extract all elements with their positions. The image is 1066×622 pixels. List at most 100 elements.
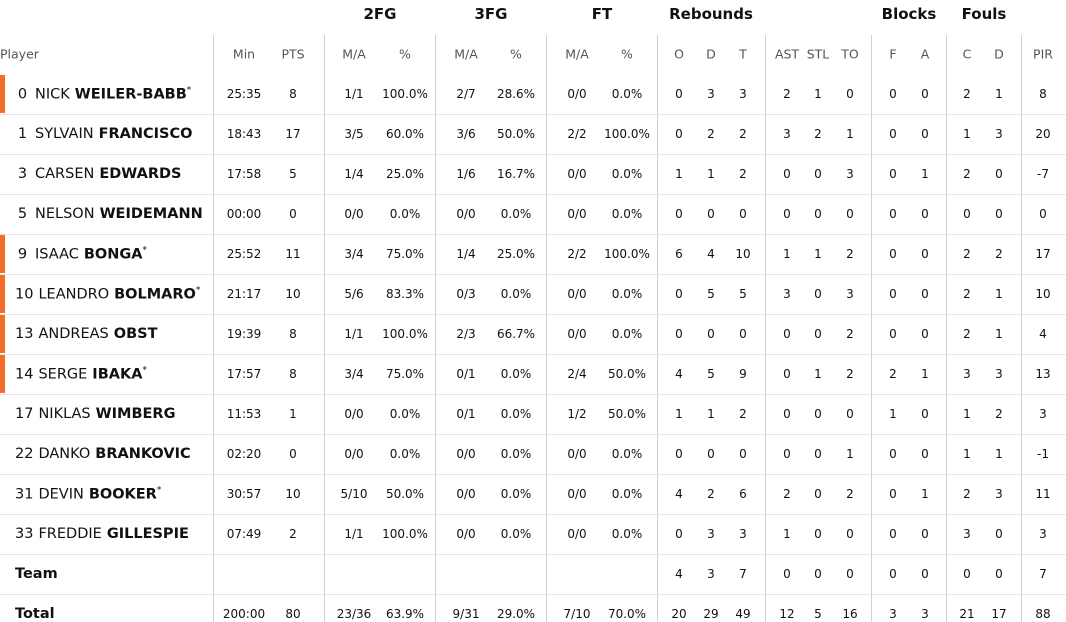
stat-cell: 0	[814, 327, 822, 341]
stat-cell: 0	[889, 87, 897, 101]
stat-cell: 0.0%	[500, 447, 532, 461]
starter-mark: *	[156, 485, 162, 496]
stat-cell: 0	[889, 527, 897, 541]
stat-cell: 3/4	[344, 247, 364, 261]
column-header: A	[920, 46, 930, 62]
stat-cell: 2	[995, 247, 1003, 261]
player-name: 17 NIKLAS WIMBERG	[15, 406, 175, 422]
stat-cell: 20	[1035, 127, 1051, 141]
player-number: 10	[15, 286, 34, 303]
player-name: 33 FREDDIE GILLESPIE	[15, 526, 189, 542]
stat-cell: 0	[814, 487, 822, 501]
stat-cell: 0.0%	[611, 87, 643, 101]
stat-cell: 1/4	[456, 247, 476, 261]
stat-cell: 0	[846, 207, 854, 221]
stat-cell: 4	[707, 247, 715, 261]
stat-cell: 0	[675, 207, 683, 221]
stat-cell: 0/0	[567, 447, 587, 461]
stat-cell: 100.0%	[604, 127, 650, 141]
stat-cell: 30:57	[226, 487, 262, 501]
column-divider	[435, 35, 436, 622]
stat-cell: 1	[675, 167, 683, 181]
stat-cell: 1	[963, 407, 971, 421]
stat-cell: 0	[995, 167, 1003, 181]
stat-cell: 0/0	[344, 207, 364, 221]
stat-cell: 07:49	[226, 527, 262, 541]
stat-cell: 0	[707, 447, 715, 461]
stat-cell: 6	[739, 487, 747, 501]
stat-cell: 25.0%	[496, 247, 536, 261]
stat-cell: 5	[707, 287, 715, 301]
stat-cell: 0.0%	[500, 407, 532, 421]
stat-cell: 1	[289, 407, 297, 421]
column-header: %	[621, 46, 633, 62]
last-name: EDWARDS	[99, 166, 182, 182]
stat-cell: 0/0	[567, 167, 587, 181]
on-court-indicator	[0, 235, 5, 273]
stat-cell: 200:00	[222, 607, 266, 621]
stat-cell: 0/0	[567, 207, 587, 221]
stat-cell: 0.0%	[500, 287, 532, 301]
stat-cell: 23/36	[336, 607, 372, 621]
stat-cell: 0	[675, 87, 683, 101]
stat-cell: 2/2	[567, 127, 587, 141]
first-name: SYLVAIN	[35, 126, 94, 142]
stat-cell: 63.9%	[385, 607, 425, 621]
stat-cell: 50.0%	[607, 407, 647, 421]
stat-cell: 0	[995, 207, 1003, 221]
stat-cell: 1	[707, 407, 715, 421]
stat-cell: 1	[783, 247, 791, 261]
stat-cell: 0.0%	[389, 207, 421, 221]
column-header: AST	[774, 46, 800, 62]
stat-cell: 75.0%	[385, 247, 425, 261]
stat-cell: 1	[846, 447, 854, 461]
stat-cell: 2	[739, 407, 747, 421]
stat-cell: 0	[739, 327, 747, 341]
column-header: %	[399, 46, 411, 62]
stat-cell: 0/0	[567, 327, 587, 341]
stat-cell: 0.0%	[611, 447, 643, 461]
player-name: 3 CARSEN EDWARDS	[15, 166, 182, 182]
stat-cell: 1	[995, 87, 1003, 101]
stat-cell: 0.0%	[389, 407, 421, 421]
stat-cell: -1	[1037, 447, 1049, 461]
stat-cell: 0/1	[456, 407, 476, 421]
group-header: 2FG	[363, 5, 397, 23]
column-divider	[546, 35, 547, 622]
stat-cell: 88	[1035, 607, 1051, 621]
stat-cell: 1	[814, 87, 822, 101]
column-header: Min	[232, 46, 256, 62]
stat-cell: 5	[739, 287, 747, 301]
stat-cell: 0	[739, 447, 747, 461]
player-name: 0 NICK WEILER-BABB*	[15, 86, 191, 103]
stat-cell: 17:58	[226, 167, 262, 181]
stat-cell: 9/31	[452, 607, 480, 621]
stat-cell: 2	[846, 327, 854, 341]
stat-cell: 0	[707, 327, 715, 341]
last-name: GILLESPIE	[106, 526, 189, 542]
row-divider	[0, 274, 1066, 275]
player-number: 13	[15, 326, 34, 342]
stat-cell: 2	[739, 167, 747, 181]
stat-cell: 0.0%	[611, 167, 643, 181]
stat-cell: 0	[921, 287, 929, 301]
stat-cell: 3	[846, 167, 854, 181]
first-name: LEANDRO	[38, 286, 110, 303]
player-number: 0	[17, 86, 28, 103]
last-name: BOLMARO	[114, 286, 196, 303]
stat-cell: 0	[814, 407, 822, 421]
stat-cell: 0	[707, 207, 715, 221]
stat-cell: 2/7	[456, 87, 476, 101]
column-header: M/A	[454, 46, 478, 62]
column-header: M/A	[342, 46, 366, 62]
stat-cell: 1/1	[344, 527, 364, 541]
stat-cell: 2	[783, 487, 791, 501]
stat-cell: 3	[739, 87, 747, 101]
stat-cell: 5	[289, 167, 297, 181]
first-name: ISAAC	[35, 246, 79, 263]
stat-cell: 11	[285, 247, 301, 261]
stat-cell: 0	[846, 87, 854, 101]
stat-cell: 8	[289, 327, 297, 341]
stat-cell: 0	[814, 447, 822, 461]
stat-cell: 0	[675, 327, 683, 341]
